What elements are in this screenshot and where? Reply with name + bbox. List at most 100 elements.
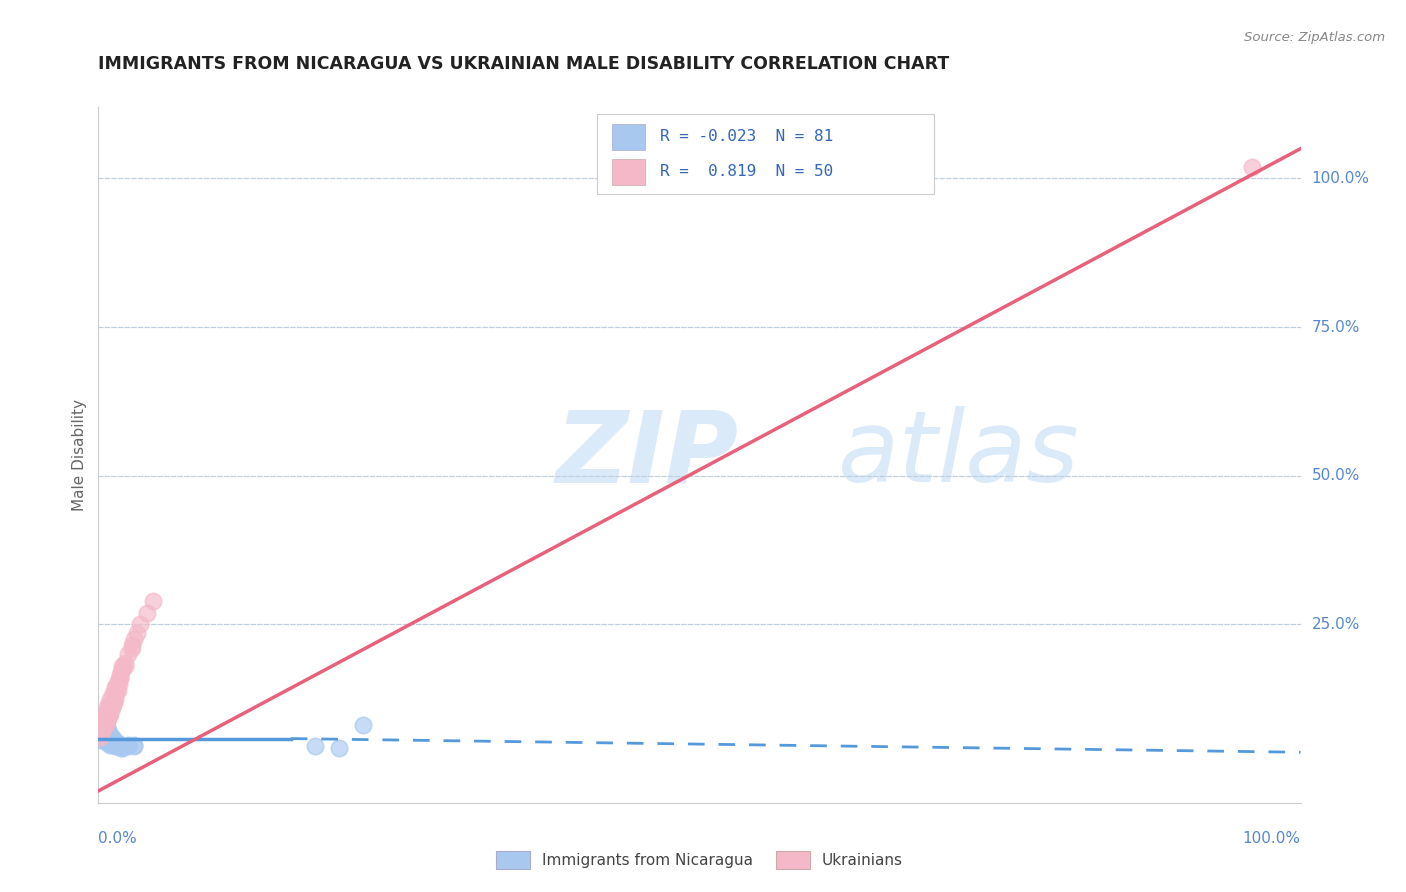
Point bbox=[101, 731, 124, 746]
Point bbox=[94, 717, 117, 731]
Point bbox=[96, 722, 118, 736]
Point bbox=[1241, 160, 1264, 174]
Point bbox=[91, 722, 114, 736]
Point bbox=[101, 733, 124, 747]
Point bbox=[91, 715, 114, 730]
Point bbox=[129, 617, 152, 632]
Text: Source: ZipAtlas.com: Source: ZipAtlas.com bbox=[1244, 31, 1385, 45]
Point bbox=[141, 593, 163, 607]
Point bbox=[105, 736, 128, 750]
Point bbox=[111, 741, 134, 756]
Point bbox=[90, 718, 112, 732]
Point bbox=[98, 727, 121, 741]
Point bbox=[108, 677, 131, 691]
Point bbox=[89, 733, 111, 747]
Point bbox=[304, 739, 326, 754]
Point bbox=[98, 707, 121, 722]
Point bbox=[90, 718, 112, 732]
Point bbox=[124, 632, 146, 647]
Point bbox=[90, 724, 112, 739]
Point bbox=[101, 738, 124, 752]
FancyBboxPatch shape bbox=[598, 114, 934, 194]
Legend: Immigrants from Nicaragua, Ukrainians: Immigrants from Nicaragua, Ukrainians bbox=[491, 846, 908, 875]
Point bbox=[97, 731, 120, 745]
Point bbox=[104, 680, 127, 694]
Text: R =  0.819  N = 50: R = 0.819 N = 50 bbox=[659, 164, 834, 179]
Point bbox=[91, 722, 114, 736]
Text: R = -0.023  N = 81: R = -0.023 N = 81 bbox=[659, 129, 834, 145]
Point bbox=[94, 725, 117, 739]
Point bbox=[93, 709, 115, 723]
Point bbox=[89, 713, 111, 727]
Point bbox=[90, 709, 112, 723]
Point bbox=[108, 739, 131, 754]
Point bbox=[90, 722, 112, 736]
Point bbox=[100, 729, 122, 743]
Point bbox=[96, 724, 118, 739]
Point bbox=[91, 727, 114, 741]
Point bbox=[96, 731, 118, 745]
Point bbox=[100, 736, 122, 750]
Point bbox=[97, 733, 120, 747]
Point bbox=[124, 738, 146, 752]
Point bbox=[108, 671, 131, 685]
Point bbox=[91, 724, 114, 739]
Point bbox=[93, 731, 115, 745]
Point bbox=[107, 682, 129, 697]
Point bbox=[117, 738, 139, 752]
Point bbox=[98, 736, 121, 750]
Point bbox=[111, 659, 134, 673]
Point bbox=[328, 741, 350, 756]
Point bbox=[96, 704, 118, 718]
Y-axis label: Male Disability: Male Disability bbox=[72, 399, 87, 511]
Point bbox=[93, 724, 115, 739]
Point bbox=[91, 727, 114, 741]
Point bbox=[352, 718, 374, 732]
Point bbox=[89, 731, 111, 745]
Point bbox=[91, 722, 114, 736]
Point bbox=[93, 718, 115, 732]
Point bbox=[121, 638, 143, 652]
Point bbox=[101, 686, 124, 700]
Point bbox=[89, 731, 111, 745]
Point bbox=[97, 698, 120, 712]
Point bbox=[103, 735, 125, 749]
Point bbox=[90, 715, 112, 730]
Point bbox=[101, 698, 124, 712]
Point bbox=[91, 718, 114, 732]
Point bbox=[104, 735, 127, 749]
Point bbox=[105, 739, 128, 754]
Point bbox=[125, 626, 148, 640]
Point bbox=[135, 606, 157, 620]
Point bbox=[89, 709, 111, 723]
Point bbox=[97, 723, 120, 738]
Point bbox=[94, 720, 117, 734]
Point bbox=[94, 733, 117, 747]
Point bbox=[91, 715, 114, 730]
Point bbox=[100, 731, 122, 745]
Text: 0.0%: 0.0% bbox=[98, 830, 138, 846]
Point bbox=[121, 641, 143, 656]
Point bbox=[96, 733, 118, 747]
Point bbox=[108, 739, 131, 754]
Point bbox=[107, 739, 129, 754]
Point bbox=[100, 691, 122, 706]
Point bbox=[104, 738, 127, 752]
Point bbox=[114, 659, 136, 673]
Text: IMMIGRANTS FROM NICARAGUA VS UKRAINIAN MALE DISABILITY CORRELATION CHART: IMMIGRANTS FROM NICARAGUA VS UKRAINIAN M… bbox=[98, 55, 949, 73]
Point bbox=[100, 738, 122, 752]
Point bbox=[94, 706, 117, 721]
Point bbox=[93, 720, 115, 734]
Text: 50.0%: 50.0% bbox=[1312, 468, 1360, 483]
Point bbox=[104, 691, 127, 706]
Point bbox=[91, 724, 114, 739]
Point bbox=[105, 736, 128, 750]
Point bbox=[93, 709, 115, 723]
Point bbox=[105, 686, 128, 700]
Point bbox=[93, 733, 115, 747]
Text: ZIP: ZIP bbox=[555, 407, 738, 503]
Point bbox=[110, 741, 132, 756]
Point bbox=[91, 715, 114, 730]
Point bbox=[96, 700, 118, 714]
Point bbox=[90, 727, 112, 741]
